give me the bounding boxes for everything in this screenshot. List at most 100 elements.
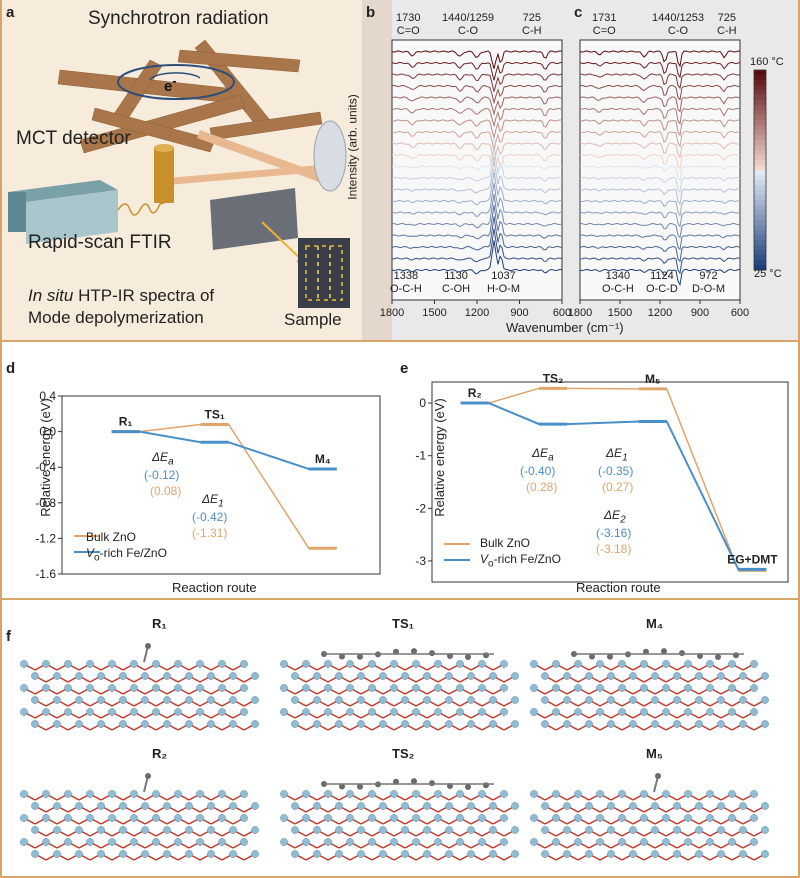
zn-atom [401,720,409,728]
spectrum-line [391,171,563,206]
zn-atom [53,826,61,834]
spectra-ylabel: Intensity (arb. units) [345,94,360,200]
zn-atom [607,802,615,810]
spectrum-line [579,153,741,170]
zn-atom [618,814,626,822]
colorbar-segment [754,240,766,246]
zn-atom [695,826,703,834]
zn-atom [53,696,61,704]
zn-atom [750,814,758,822]
colorbar-segment [754,235,766,241]
zn-atom [662,684,670,692]
zn-atom [552,838,560,846]
zn-atom [456,684,464,692]
zn-atom [379,672,387,680]
zn-atom [174,814,182,822]
x-tick-label: 1200 [648,307,672,319]
zn-atom [390,660,398,668]
zn-atom [251,850,259,858]
molecule-atom [145,643,151,649]
zn-atom [207,672,215,680]
y-tick-label: 0 [419,396,426,410]
zn-atom [108,708,116,716]
zn-atom [401,802,409,810]
zn-atom [390,838,398,846]
zn-atom [684,838,692,846]
panel-label-c: c [574,4,583,21]
c-peak-label: 1731 C=O [592,12,617,37]
zn-atom [684,660,692,668]
zn-atom [141,672,149,680]
zn-atom [346,814,354,822]
zn-atom [651,802,659,810]
zn-atom [185,850,193,858]
d-dEa-orange: (0.08) [150,484,182,498]
zn-atom [739,850,747,858]
divider [0,598,800,600]
colorbar-segment [754,255,766,261]
x-tick-label: 600 [553,307,571,319]
zn-atom [75,802,83,810]
zn-atom [324,660,332,668]
zn-atom [500,660,508,668]
zn-atom [728,660,736,668]
spectrum-line [391,84,563,105]
zn-atom [108,790,116,798]
zn-atom [662,660,670,668]
zn-atom [196,790,204,798]
colorbar-segment [754,160,766,166]
molecule-atom [465,783,471,790]
zn-atom [607,672,615,680]
zn-atom [467,802,475,810]
zn-atom [119,720,127,728]
zn-atom [291,850,299,858]
zn-atom [229,720,237,728]
zn-atom [302,708,310,716]
spectrum-line [392,193,563,229]
spectrum-line [579,142,741,159]
zn-atom [651,720,659,728]
colorbar-segment [754,125,766,131]
y-tick-label: -2 [415,501,426,515]
zn-atom [174,684,182,692]
zn-atom [607,850,615,858]
zn-atom [302,684,310,692]
zn-atom [651,826,659,834]
zn-atom [64,838,72,846]
zn-atom [174,838,182,846]
spectrum-line [579,73,741,90]
divider [0,876,800,878]
y-tick-label: -1.6 [35,567,56,581]
zn-atom [530,660,538,668]
zn-atom [196,708,204,716]
zn-atom [86,838,94,846]
zn-atom [240,790,248,798]
zn-atom [750,838,758,846]
zn-atom [445,720,453,728]
spectrum-line [391,135,563,171]
zn-atom [585,720,593,728]
zn-atom [346,790,354,798]
zn-atom [739,826,747,834]
molecule-atom [655,773,661,779]
zn-atom [229,802,237,810]
zn-atom [368,838,376,846]
zn-atom [456,814,464,822]
panel-label-d: d [6,360,16,377]
zn-atom [119,802,127,810]
zn-atom [596,708,604,716]
zn-atom [152,660,160,668]
colorbar-segment [754,250,766,256]
zn-atom [511,826,519,834]
y-tick-label: -0.4 [35,460,56,474]
setup-illustration [8,39,350,308]
spectrum-line [391,107,563,128]
e-legend-bulk: Bulk ZnO [480,536,531,550]
molecule-atom [679,650,685,657]
c-peak-label: 1124 O-C-D [646,270,678,295]
zn-atom [728,814,736,822]
spectra-chart: 1800 1500 1200 900 600 1800 1500 1200 900 600 [362,0,767,340]
state-label: EG+DMT [727,552,778,566]
colorbar-segment [754,265,766,271]
colorbar-frame [753,69,767,271]
